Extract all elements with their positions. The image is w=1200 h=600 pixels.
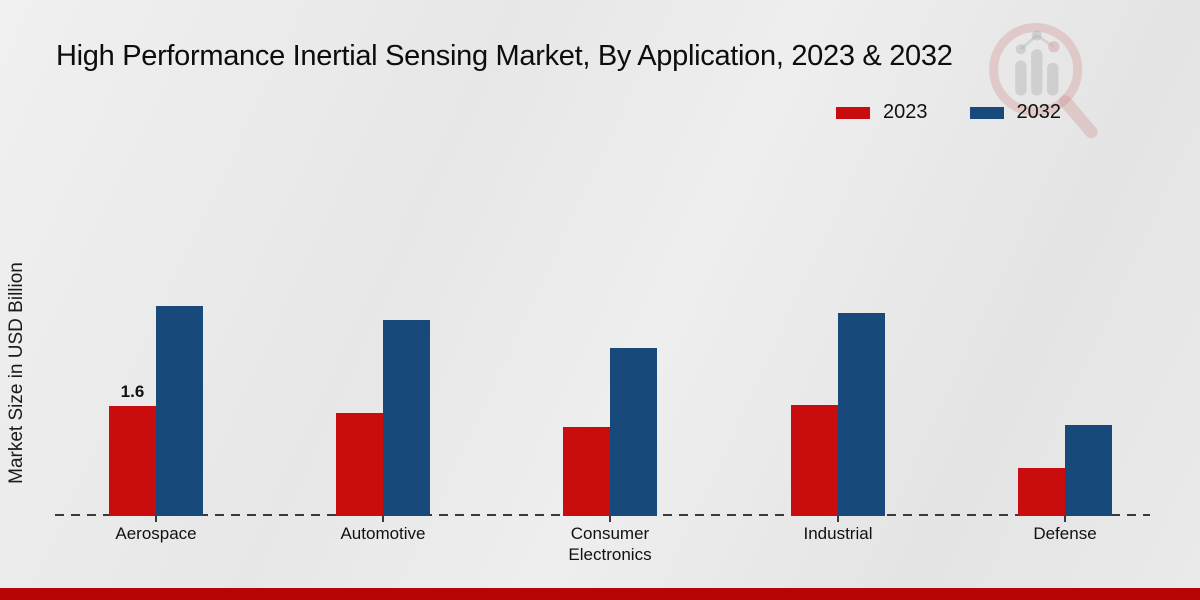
bar-2023-aerospace bbox=[109, 406, 156, 516]
bar-2032-defense bbox=[1065, 425, 1112, 516]
bar-2032-industrial bbox=[838, 313, 885, 516]
bar-2032-aerospace bbox=[156, 306, 203, 516]
category-label-industrial: Industrial bbox=[803, 524, 873, 543]
legend-swatch-2032 bbox=[969, 106, 1004, 119]
category-label-automotive: Automotive bbox=[340, 524, 426, 543]
category-label-consumer-electronics: Consumer Electronics bbox=[568, 524, 652, 565]
brand-watermark-logo bbox=[989, 22, 1098, 139]
bar-2023-consumer-electronics bbox=[563, 427, 610, 516]
bar-2032-automotive bbox=[383, 320, 430, 516]
x-axis-tick bbox=[155, 516, 157, 522]
bar-2023-automotive bbox=[336, 413, 383, 516]
x-axis-tick bbox=[609, 516, 611, 522]
legend: 2023 2032 bbox=[836, 101, 1061, 124]
x-axis-tick bbox=[382, 516, 384, 522]
legend-label-2032: 2032 bbox=[1016, 101, 1062, 123]
category-label-aerospace: Aerospace bbox=[115, 524, 197, 543]
legend-label-2023: 2023 bbox=[883, 101, 928, 123]
x-axis-tick bbox=[1064, 516, 1066, 522]
bar-2023-defense bbox=[1018, 468, 1065, 516]
legend-item-2023: 2023 bbox=[836, 101, 928, 124]
bar-value-label: 1.6 bbox=[120, 382, 145, 401]
bottom-accent-band bbox=[0, 588, 1200, 600]
category-label-defense: Defense bbox=[1033, 524, 1097, 543]
legend-swatch-2023 bbox=[836, 106, 870, 119]
bar-2032-consumer-electronics bbox=[610, 348, 657, 516]
chart-title: High Performance Inertial Sensing Market… bbox=[56, 40, 953, 72]
bar-2023-industrial bbox=[791, 405, 838, 516]
legend-item-2032: 2032 bbox=[969, 101, 1062, 124]
x-axis-tick bbox=[837, 516, 839, 522]
